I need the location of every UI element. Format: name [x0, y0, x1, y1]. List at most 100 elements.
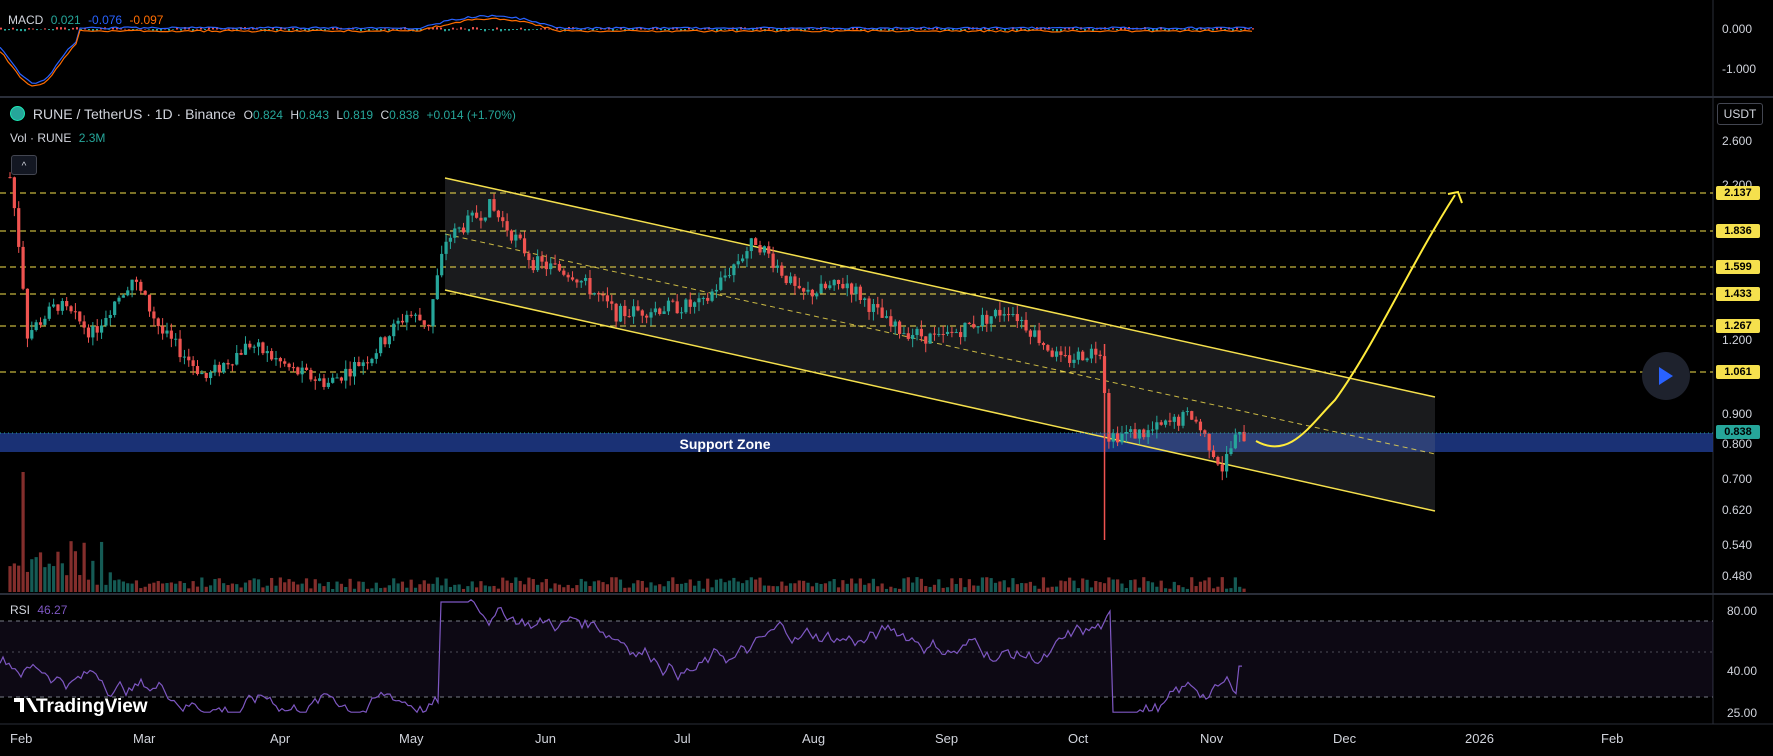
- candle-body: [440, 253, 444, 276]
- candle-body: [605, 295, 610, 302]
- candle-body: [618, 305, 623, 322]
- volume-bar: [1229, 588, 1233, 592]
- volume-bar: [854, 583, 858, 592]
- macd-histogram-bar: [736, 29, 738, 31]
- volume-bar: [1163, 588, 1168, 592]
- time-tick: Sep: [935, 731, 958, 746]
- level-pill-1836: 1.836: [1716, 224, 1760, 238]
- macd-histogram-bar: [276, 29, 278, 31]
- candle-body: [1142, 429, 1146, 438]
- candle-body: [1181, 412, 1185, 426]
- symbol-icon: [10, 106, 25, 121]
- projection-arrow[interactable]: [1255, 194, 1456, 448]
- candle-body: [413, 314, 418, 316]
- volume-bar: [453, 584, 457, 592]
- candle-body: [566, 274, 570, 278]
- volume-bar: [117, 579, 121, 592]
- candle-body: [230, 364, 234, 366]
- volume-bar: [679, 583, 684, 592]
- volume-legend[interactable]: Vol · RUNE 2.3M: [10, 131, 109, 145]
- volume-bar: [509, 582, 514, 592]
- volume-bar: [980, 577, 985, 592]
- macd-histogram-bar: [728, 28, 730, 30]
- candle-body: [126, 290, 130, 296]
- candle-body: [387, 336, 391, 345]
- macd-signal-value: -0.076: [88, 13, 123, 27]
- volume-bar: [544, 578, 548, 592]
- macd-histogram-bar: [668, 29, 670, 31]
- price-tick: 2.600: [1722, 134, 1752, 148]
- candle-body: [496, 210, 500, 218]
- volume-bar: [998, 581, 1002, 592]
- candle-body: [139, 281, 143, 291]
- candle-body: [1068, 355, 1072, 363]
- macd-legend[interactable]: MACD 0.021 -0.076 -0.097: [8, 13, 167, 27]
- volume-bar: [479, 581, 483, 592]
- close-value: 0.838: [389, 108, 420, 122]
- candle-body: [858, 286, 862, 301]
- macd-line: [0, 14, 1253, 84]
- play-icon: [1659, 367, 1673, 385]
- rsi-legend[interactable]: RSI 46.27: [10, 603, 71, 617]
- macd-histogram-bar: [856, 27, 858, 30]
- candle-body: [911, 335, 915, 339]
- symbol-legend[interactable]: RUNE / TetherUS · 1D · Binance O0.824 H0…: [10, 106, 524, 122]
- macd-histogram-bar: [1016, 29, 1018, 31]
- candle-body: [361, 362, 365, 367]
- candle-body: [287, 363, 291, 368]
- volume-bar: [518, 580, 522, 592]
- volume-bar: [797, 580, 801, 592]
- candle-body: [174, 338, 178, 340]
- volume-bar: [69, 541, 73, 592]
- volume-bar: [265, 585, 269, 592]
- candle-body: [653, 308, 657, 313]
- price-candles[interactable]: [8, 172, 1246, 540]
- volume-bar: [723, 582, 727, 592]
- macd-histogram-bar: [528, 29, 530, 31]
- volume-bar: [836, 587, 841, 592]
- symbol-name[interactable]: RUNE / TetherUS · 1D · Binance: [32, 106, 236, 122]
- volume-bar: [195, 586, 200, 592]
- level-pill-1267: 1.267: [1716, 319, 1760, 333]
- macd-histogram-bar: [472, 27, 474, 30]
- macd-histogram-bar: [1008, 29, 1010, 30]
- channel-upper-line[interactable]: [444, 177, 1436, 398]
- volume-bar: [540, 582, 544, 592]
- candle-body: [998, 309, 1002, 316]
- candle-body: [701, 297, 705, 299]
- macd-histogram-bar: [1020, 28, 1022, 30]
- tradingview-logo[interactable]: TradingView: [14, 696, 148, 717]
- candle-body: [584, 277, 588, 281]
- macd-histogram-bar: [1052, 29, 1054, 31]
- candle-body: [69, 306, 73, 312]
- volume-bar: [1142, 577, 1146, 592]
- volume-bar: [213, 579, 217, 592]
- macd-histogram-bar: [1112, 28, 1114, 30]
- collapse-legend-button[interactable]: ^: [11, 155, 37, 175]
- candle-body: [1159, 422, 1163, 425]
- currency-button[interactable]: USDT: [1717, 103, 1763, 125]
- macd-histogram-bar: [888, 29, 890, 32]
- candle-body: [1076, 351, 1080, 360]
- candle-body: [113, 301, 117, 316]
- macd-histogram-bar: [960, 29, 962, 31]
- volume-bar: [147, 583, 152, 592]
- volume-bar: [191, 581, 195, 592]
- candle-body: [575, 279, 579, 283]
- support-zone[interactable]: [0, 433, 1713, 452]
- macd-histogram-bar: [980, 29, 982, 31]
- scroll-to-realtime-button[interactable]: [1642, 352, 1690, 400]
- time-axis[interactable]: Feb Mar Apr May Jun Jul Aug Sep Oct Nov …: [10, 731, 1623, 746]
- channel-mid-line[interactable]: [444, 233, 1436, 455]
- macd-histogram-bar: [180, 29, 182, 31]
- macd-histogram-bar: [108, 29, 110, 30]
- macd-histogram-bar: [1064, 27, 1066, 30]
- channel-lower-line[interactable]: [444, 289, 1436, 512]
- volume-bar: [745, 580, 749, 592]
- candle-body: [143, 290, 147, 295]
- volume-bar: [1085, 579, 1089, 592]
- volume-bar: [588, 586, 592, 592]
- volume-bar: [701, 588, 705, 592]
- price-axis[interactable]: 2.600 2.200 1.200 0.900 0.800 0.700 0.62…: [1722, 134, 1752, 583]
